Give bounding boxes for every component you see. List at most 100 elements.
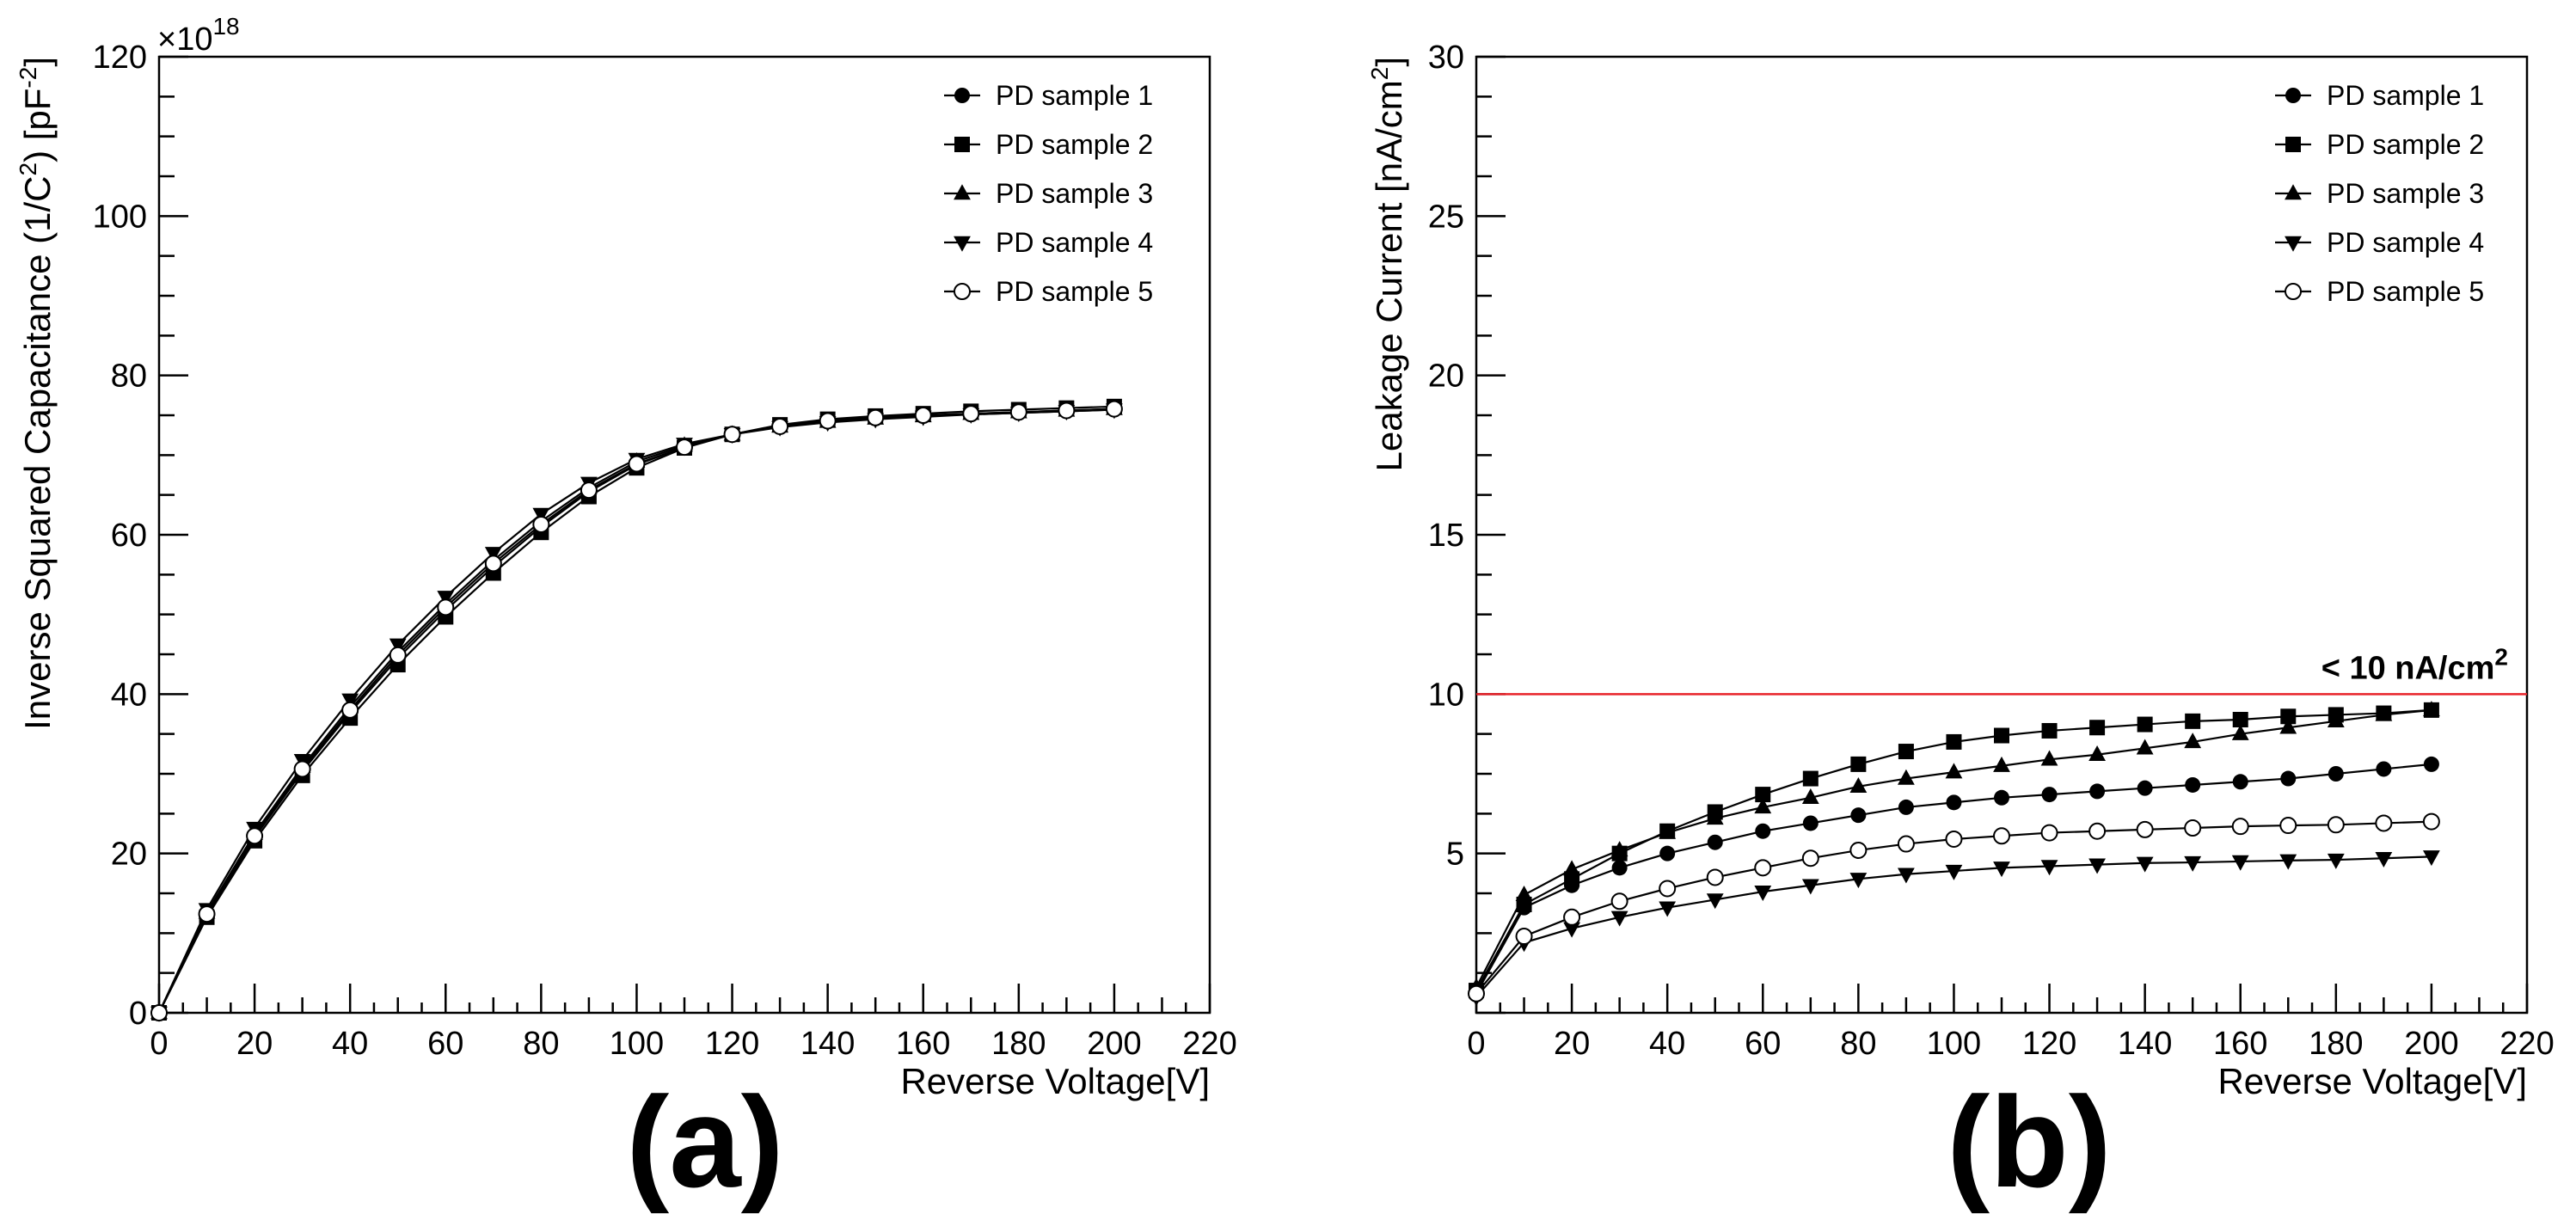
data-point	[1945, 763, 1963, 779]
x-tick-label: 220	[1182, 1026, 1236, 1062]
data-point	[2089, 783, 2106, 800]
data-point	[1898, 769, 1915, 785]
data-point	[389, 638, 407, 654]
data-point	[962, 405, 980, 423]
data-point	[1009, 403, 1027, 421]
series-line	[158, 408, 1114, 1014]
legend-marker	[2285, 137, 2301, 152]
data-point	[1993, 756, 2010, 772]
legend-label: PD sample 5	[996, 276, 1153, 307]
series-2	[151, 398, 1122, 1021]
data-point	[1754, 859, 1772, 877]
series-1	[151, 402, 1122, 1021]
data-point	[2137, 780, 2153, 796]
x-tick-label: 180	[2309, 1026, 2363, 1062]
y-multiplier: ×1018	[157, 13, 240, 58]
data-point	[2089, 720, 2106, 736]
x-tick-label: 160	[896, 1026, 950, 1062]
data-point	[2280, 770, 2297, 787]
data-point	[1563, 922, 1580, 938]
x-tick-label: 0	[1467, 1026, 1485, 1062]
legend-label: PD sample 1	[2327, 80, 2484, 111]
series-5	[150, 400, 1123, 1021]
data-point	[2088, 745, 2106, 761]
data-point	[1515, 886, 1533, 902]
x-tick-label: 120	[705, 1026, 759, 1062]
data-point	[1801, 879, 1819, 895]
legend-marker	[2285, 283, 2302, 300]
data-point	[1946, 733, 1962, 750]
x-tick-label: 180	[991, 1026, 1046, 1062]
data-point	[1993, 827, 2010, 845]
data-point	[2136, 820, 2154, 838]
data-point	[914, 407, 932, 424]
data-point	[437, 598, 455, 616]
data-point	[2423, 756, 2439, 772]
x-tick-label: 220	[2499, 1026, 2554, 1062]
data-point	[2184, 819, 2202, 837]
series-line	[158, 408, 1114, 1014]
series-line	[158, 408, 1114, 1014]
data-point	[1849, 777, 1868, 794]
x-tick-label: 40	[332, 1026, 368, 1062]
data-point	[1945, 864, 1963, 880]
data-point	[293, 760, 311, 778]
data-point	[1468, 984, 1485, 1002]
data-point	[1849, 841, 1868, 859]
data-point	[2327, 712, 2345, 728]
data-point	[676, 438, 693, 457]
series-4	[1468, 850, 2440, 1007]
x-tick-label: 200	[1087, 1026, 1141, 1062]
y-axis-title: Leakage Current [nA/cm2]	[1366, 57, 1409, 471]
data-point	[389, 646, 407, 664]
data-point	[2328, 766, 2344, 782]
data-point	[2136, 739, 2154, 755]
series-4	[150, 403, 1123, 1022]
data-point	[1707, 834, 1723, 850]
legend-label: PD sample 2	[2327, 129, 2484, 160]
data-point	[1706, 809, 1724, 825]
data-point	[1659, 845, 1676, 861]
x-tick-label: 20	[1554, 1026, 1590, 1062]
data-point	[1897, 835, 1915, 853]
data-point	[1898, 744, 1914, 760]
legend-marker	[2285, 88, 2301, 103]
data-point	[580, 481, 598, 500]
data-point	[771, 417, 789, 435]
x-tick-label: 60	[427, 1026, 463, 1062]
legend-marker	[954, 88, 970, 103]
data-point	[2422, 812, 2440, 831]
x-tick-label: 100	[610, 1026, 664, 1062]
data-point	[1755, 823, 1771, 839]
data-point	[1659, 823, 1677, 839]
data-point	[2232, 711, 2248, 727]
data-point	[2041, 722, 2058, 739]
data-point	[2280, 708, 2297, 725]
data-point	[1610, 841, 1628, 857]
data-point	[1515, 928, 1533, 946]
y-tick-label: 5	[1446, 837, 1464, 873]
series-5	[1468, 812, 2440, 1002]
x-tick-label: 140	[800, 1026, 855, 1062]
data-point	[2279, 817, 2297, 835]
data-point	[1946, 794, 1962, 811]
data-point	[2375, 705, 2393, 721]
x-axis-title: Reverse Voltage[V]	[2217, 1061, 2527, 1101]
x-axis-title: Reverse Voltage[V]	[900, 1061, 1210, 1101]
y-tick-label: 30	[1428, 40, 1464, 76]
legend-marker	[954, 236, 971, 252]
legend-label: PD sample 3	[996, 178, 1153, 209]
data-point	[1563, 860, 1580, 876]
legend-label: PD sample 2	[996, 129, 1153, 160]
data-point	[1994, 789, 2009, 806]
legend-marker	[2285, 184, 2302, 200]
data-point	[2375, 852, 2393, 868]
series-1	[1469, 756, 2439, 1002]
legend-marker	[954, 184, 971, 200]
data-point	[1801, 849, 1819, 868]
legend-marker	[2285, 236, 2302, 252]
data-point	[1898, 868, 1915, 884]
data-point	[532, 515, 550, 533]
y-tick-label: 20	[1428, 359, 1464, 395]
data-point	[1801, 788, 1819, 804]
